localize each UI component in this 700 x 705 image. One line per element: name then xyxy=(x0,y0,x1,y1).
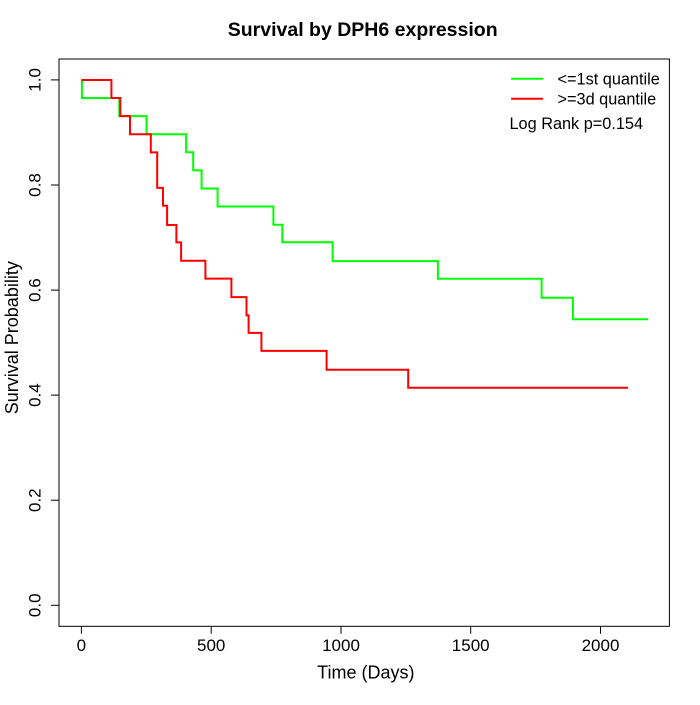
svg-text:<=1st quantile: <=1st quantile xyxy=(558,71,660,89)
svg-text:1.0: 1.0 xyxy=(26,68,45,92)
svg-text:Survival by DPH6 expression: Survival by DPH6 expression xyxy=(228,19,498,41)
svg-text:1000: 1000 xyxy=(322,636,360,655)
svg-text:1500: 1500 xyxy=(452,636,490,655)
svg-text:Time (Days): Time (Days) xyxy=(317,663,414,683)
svg-text:>=3d quantile: >=3d quantile xyxy=(558,91,657,109)
svg-text:0.4: 0.4 xyxy=(26,383,45,407)
svg-text:500: 500 xyxy=(197,636,225,655)
svg-text:0.2: 0.2 xyxy=(26,488,45,512)
svg-text:2000: 2000 xyxy=(582,636,620,655)
svg-text:0: 0 xyxy=(77,636,86,655)
svg-text:0.8: 0.8 xyxy=(26,173,45,197)
svg-text:Log Rank p=0.154: Log Rank p=0.154 xyxy=(510,115,644,133)
svg-text:0.0: 0.0 xyxy=(26,593,45,617)
svg-text:0.6: 0.6 xyxy=(26,278,45,302)
svg-text:Survival Probability: Survival Probability xyxy=(2,261,22,414)
